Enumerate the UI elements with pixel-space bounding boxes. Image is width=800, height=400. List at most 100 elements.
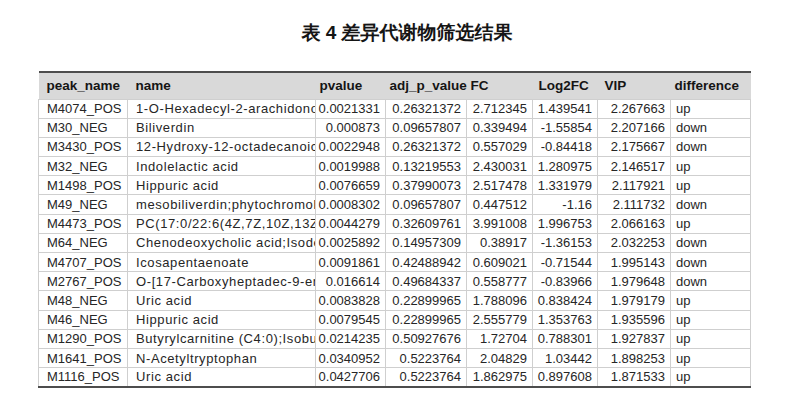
cell-name: O-[17-Carboxyheptadec-9-enoyl]carnitine [128,272,316,291]
cell-difference: down [671,137,751,156]
cell-vip: 1.898253 [598,348,671,367]
column-header-peak_name: peak_name [39,72,128,99]
table-row: M48_NEGUric acid0.00838280.228999651.788… [39,291,751,310]
cell-difference: up [671,329,751,348]
cell-pvalue: 0.0214235 [316,329,386,348]
cell-name: Uric acid [128,368,316,387]
cell-peak_name: M1498_POS [39,176,128,195]
cell-difference: up [671,348,751,367]
cell-name: mesobiliverdin;phytochromobilin [128,195,316,214]
cell-vip: 2.032253 [598,233,671,252]
cell-adj_p_value: 0.13219553 [386,157,467,176]
cell-difference: down [671,118,751,137]
cell-difference: up [671,99,751,118]
cell-log2fc: -0.83966 [533,272,598,291]
cell-adj_p_value: 0.50927676 [386,329,467,348]
cell-adj_p_value: 0.09657807 [386,118,467,137]
table-container: peak_namenamepvalueadj_p_valueFCLog2FCVI… [38,71,751,388]
cell-fc: 3.991008 [467,214,533,233]
table-row: M4707_POSIcosapentaenoate0.00918610.4248… [39,253,751,272]
table-row: M1641_POSN-Acetyltryptophan0.03409520.52… [39,348,751,367]
table-row: M1116_POSUric acid0.04277060.52237641.86… [39,368,751,387]
cell-fc: 0.609021 [467,253,533,272]
cell-pvalue: 0.0083828 [316,291,386,310]
header-row: peak_namenamepvalueadj_p_valueFCLog2FCVI… [39,72,751,99]
column-header-fc: FC [467,72,533,99]
cell-vip: 1.927837 [598,329,671,348]
column-header-difference: difference [671,72,751,99]
metabolite-table: peak_namenamepvalueadj_p_valueFCLog2FCVI… [38,71,751,388]
cell-vip: 2.117921 [598,176,671,195]
cell-vip: 2.207166 [598,118,671,137]
cell-name: Hippuric acid [128,310,316,329]
cell-log2fc: 1.280975 [533,157,598,176]
cell-peak_name: M49_NEG [39,195,128,214]
cell-log2fc: -0.84418 [533,137,598,156]
cell-pvalue: 0.0019988 [316,157,386,176]
cell-pvalue: 0.000873 [316,118,386,137]
cell-peak_name: M1290_POS [39,329,128,348]
table-row: M49_NEGmesobiliverdin;phytochromobilin 0.… [39,195,751,214]
cell-vip: 2.066163 [598,214,671,233]
cell-fc: 0.558777 [467,272,533,291]
table-title: 表 4 差异代谢物筛选结果 [7,20,800,46]
cell-name: Uric acid [128,291,316,310]
cell-fc: 0.339494 [467,118,533,137]
cell-peak_name: M64_NEG [39,233,128,252]
cell-adj_p_value: 0.26321372 [386,99,467,118]
cell-vip: 1.995143 [598,253,671,272]
cell-fc: 1.72704 [467,329,533,348]
cell-log2fc: 0.838424 [533,291,598,310]
cell-vip: 1.979179 [598,291,671,310]
cell-name: Icosapentaenoate [128,253,316,272]
cell-adj_p_value: 0.5223764 [386,368,467,387]
cell-pvalue: 0.0044279 [316,214,386,233]
cell-log2fc: 0.788301 [533,329,598,348]
cell-pvalue: 0.0091861 [316,253,386,272]
cell-difference: down [671,272,751,291]
cell-difference: down [671,233,751,252]
cell-fc: 1.788096 [467,291,533,310]
cell-pvalue: 0.0025892 [316,233,386,252]
cell-adj_p_value: 0.09657807 [386,195,467,214]
cell-name: Biliverdin [128,118,316,137]
cell-fc: 0.447512 [467,195,533,214]
cell-adj_p_value: 0.5223764 [386,348,467,367]
cell-pvalue: 0.016614 [316,272,386,291]
cell-difference: up [671,214,751,233]
table-row: M3430_POS12-Hydroxy-12-octadecanoic acid… [39,137,751,156]
cell-pvalue: 0.0076659 [316,176,386,195]
cell-name: PC(17:0/22:6(4Z,7Z,10Z,13Z,16Z,19Z)) [128,214,316,233]
cell-adj_p_value: 0.22899965 [386,291,467,310]
cell-adj_p_value: 0.22899965 [386,310,467,329]
cell-vip: 1.871533 [598,368,671,387]
cell-peak_name: M32_NEG [39,157,128,176]
cell-log2fc: 1.331979 [533,176,598,195]
cell-peak_name: M46_NEG [39,310,128,329]
cell-name: Indolelactic acid [128,157,316,176]
cell-fc: 1.862975 [467,368,533,387]
cell-name: 1-O-Hexadecyl-2-arachidonoyl-sn-glycerol [128,99,316,118]
cell-pvalue: 0.0427706 [316,368,386,387]
cell-fc: 0.557029 [467,137,533,156]
cell-peak_name: M1641_POS [39,348,128,367]
cell-name: N-Acetyltryptophan [128,348,316,367]
table-row: M30_NEGBiliverdin0.0008730.096578070.339… [39,118,751,137]
cell-peak_name: M30_NEG [39,118,128,137]
cell-difference: up [671,368,751,387]
cell-peak_name: M48_NEG [39,291,128,310]
cell-vip: 1.935596 [598,310,671,329]
cell-log2fc: 1.03442 [533,348,598,367]
cell-vip: 2.267663 [598,99,671,118]
cell-peak_name: M4473_POS [39,214,128,233]
cell-adj_p_value: 0.42488942 [386,253,467,272]
cell-log2fc: 0.897608 [533,368,598,387]
cell-log2fc: -1.16 [533,195,598,214]
cell-peak_name: M2767_POS [39,272,128,291]
cell-adj_p_value: 0.49684337 [386,272,467,291]
cell-log2fc: -0.71544 [533,253,598,272]
table-row: M4074_POS1-O-Hexadecyl-2-arachidonoyl-sn… [39,99,751,118]
cell-fc: 2.712345 [467,99,533,118]
cell-fc: 2.04829 [467,348,533,367]
cell-vip: 2.175667 [598,137,671,156]
